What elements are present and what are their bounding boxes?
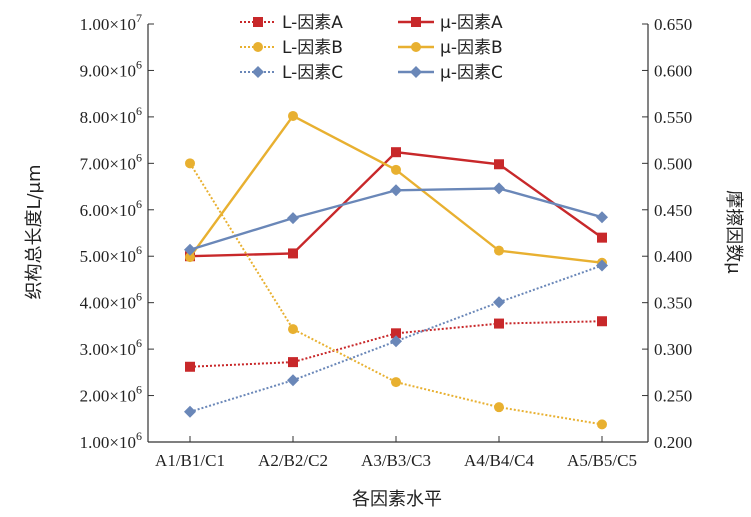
right-axis-title: 摩擦因数μ	[723, 190, 744, 274]
series-2	[185, 147, 607, 262]
data-point	[494, 402, 504, 413]
left-tick-label: 5.00×106	[80, 243, 142, 266]
legend-item: L-因素C	[240, 63, 343, 83]
left-axis-title: 织构总长度L/μm	[24, 164, 45, 299]
data-point	[597, 232, 607, 243]
legend-marker	[252, 66, 264, 78]
x-tick-label: A2/B2/C2	[258, 451, 328, 470]
legend-marker	[410, 66, 422, 78]
right-tick-label: 0.200	[654, 433, 692, 452]
series-1	[185, 316, 607, 372]
series-3	[185, 158, 607, 430]
left-tick-label: 9.00×106	[80, 57, 142, 80]
series-4	[185, 110, 607, 268]
legend-marker	[411, 42, 421, 52]
data-point	[390, 184, 402, 197]
data-point	[185, 252, 195, 263]
axes-frame	[147, 24, 649, 443]
right-tick-label: 0.600	[654, 61, 692, 80]
data-point	[185, 158, 195, 169]
x-tick-label: A1/B1/C1	[155, 451, 225, 470]
x-tick-label: A3/B3/C3	[361, 451, 431, 470]
data-point	[184, 405, 196, 418]
data-point	[494, 245, 504, 256]
tick-marks	[148, 23, 648, 443]
series-line	[189, 320, 603, 368]
legend-item: μ-因素B	[398, 38, 503, 58]
right-tick-label: 0.400	[654, 247, 692, 266]
data-point	[391, 147, 401, 158]
legend-label: L-因素A	[282, 13, 343, 33]
data-point	[494, 159, 504, 170]
data-point	[390, 335, 402, 348]
left-axis-tick-labels: 1.00×106 2.00×106 3.00×106 4.00×106 5.00×106…	[80, 11, 142, 452]
left-tick-label: 4.00×106	[80, 290, 142, 313]
right-tick-label: 0.350	[654, 294, 692, 313]
data-point	[391, 164, 401, 175]
right-tick-label: 0.250	[654, 387, 692, 406]
legend-label: L-因素B	[282, 38, 343, 58]
legend-marker	[253, 17, 263, 27]
right-tick-label: 0.550	[654, 108, 692, 127]
left-tick-label: 7.00×106	[80, 150, 142, 173]
legend-item: L-因素B	[240, 38, 343, 58]
x-tick-label: A4/B4/C4	[464, 451, 534, 470]
data-point	[391, 377, 401, 388]
series-line	[189, 187, 603, 251]
data-point	[494, 318, 504, 329]
left-tick-label: 1.00×106	[80, 429, 142, 452]
legend-item: μ-因素C	[398, 63, 503, 83]
data-point	[493, 182, 505, 195]
left-tick-label: 6.00×106	[80, 197, 142, 220]
series-6	[184, 182, 608, 256]
legend: L-因素A μ-因素A L-因素B μ-因素B L-因素C μ-因素C	[240, 13, 503, 83]
left-tick-label: 8.00×106	[80, 104, 142, 127]
series-layer	[184, 110, 608, 430]
data-point	[597, 419, 607, 430]
data-point	[288, 357, 298, 368]
right-tick-label: 0.500	[654, 154, 692, 173]
series-5	[184, 259, 608, 418]
right-axis-tick-labels: 0.200 0.250 0.300 0.350 0.400 0.450 0.500 0.550…	[654, 15, 692, 452]
x-axis-title: 各因素水平	[352, 489, 442, 510]
legend-marker	[411, 17, 421, 27]
left-tick-label: 3.00×106	[80, 336, 142, 359]
data-point	[596, 259, 608, 272]
data-point	[596, 211, 608, 224]
right-tick-label: 0.450	[654, 201, 692, 220]
legend-marker	[253, 42, 263, 52]
legend-label: μ-因素B	[440, 38, 503, 58]
data-point	[288, 110, 298, 121]
data-point	[391, 328, 401, 339]
left-tick-label: 1.00×107	[80, 11, 142, 34]
data-point	[185, 361, 195, 372]
right-tick-label: 0.300	[654, 340, 692, 359]
data-point	[493, 296, 505, 309]
legend-label: μ-因素C	[440, 63, 503, 83]
legend-label: L-因素C	[282, 63, 343, 83]
data-point	[184, 243, 196, 256]
right-tick-label: 0.650	[654, 15, 692, 34]
data-point	[288, 324, 298, 335]
data-point	[597, 316, 607, 327]
data-point	[288, 248, 298, 259]
x-tick-label: A5/B5/C5	[567, 451, 637, 470]
left-tick-label: 2.00×106	[80, 383, 142, 406]
legend-label: μ-因素A	[440, 13, 503, 33]
legend-item: L-因素A	[240, 13, 343, 33]
x-axis-tick-labels: A1/B1/C1 A2/B2/C2 A3/B3/C3 A4/B4/C4 A5/B5/C5	[155, 451, 637, 470]
data-point	[287, 212, 299, 225]
data-point	[287, 374, 299, 387]
legend-item: μ-因素A	[398, 13, 503, 33]
